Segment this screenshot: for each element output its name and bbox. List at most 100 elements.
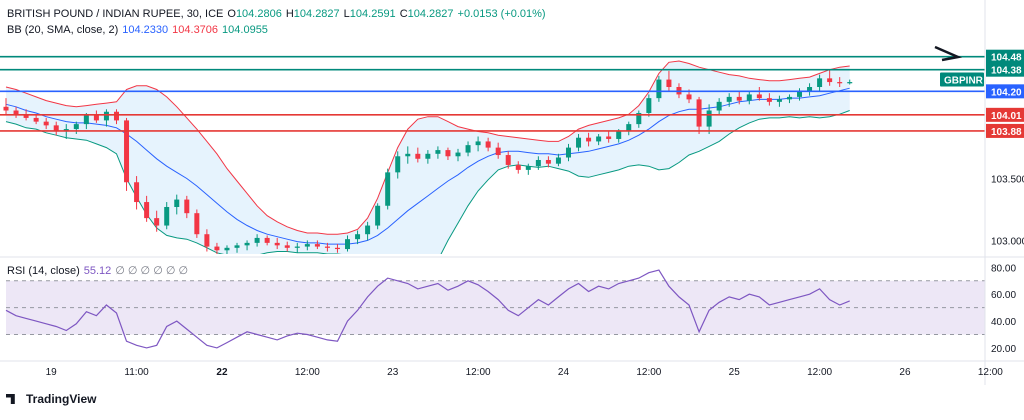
candle [766, 98, 772, 102]
candle [485, 141, 491, 148]
price-label-text: 104.48 [991, 53, 1022, 64]
rsi-y-tick: 20.00 [991, 344, 1016, 355]
symbol-title: BRITISH POUND / INDIAN RUPEE, 30, ICE [7, 8, 224, 20]
candle [666, 79, 672, 88]
y-tick-label: 103.500 [991, 175, 1024, 186]
rsi-header: RSI (14, close) 55.12 ∅ ∅ ∅ ∅ ∅ ∅ [7, 264, 192, 277]
price-header: BRITISH POUND / INDIAN RUPEE, 30, ICE O10… [7, 8, 550, 20]
rsi-line [5, 269, 850, 349]
candle [314, 244, 320, 247]
x-tick-label: 26 [899, 367, 911, 378]
annotation-arrow-icon [934, 45, 963, 62]
candle [345, 239, 351, 250]
candle [555, 157, 561, 164]
candle [827, 78, 833, 83]
price-label-2: 104.20 [986, 84, 1024, 99]
candle [425, 153, 431, 159]
candle [646, 98, 652, 113]
price-label-1: 104.38 [986, 62, 1024, 77]
bb-label: BB (20, SMA, close, 2) [7, 24, 119, 36]
candle [103, 111, 109, 121]
candle [284, 245, 290, 248]
candle [93, 115, 99, 121]
candle [43, 121, 49, 126]
candle [415, 153, 421, 159]
candle [174, 199, 180, 207]
candle [736, 96, 742, 101]
candle [776, 99, 782, 102]
x-tick-label: 19 [46, 367, 58, 378]
low-label: L [343, 8, 350, 20]
candle [746, 94, 752, 101]
candle [385, 172, 391, 206]
candle [465, 145, 471, 153]
x-tick-label: 11:00 [124, 367, 149, 378]
rsi-y-tick: 60.00 [991, 290, 1016, 301]
tradingview-logo[interactable]: TradingView [6, 392, 96, 406]
candle [847, 82, 853, 84]
candle [686, 94, 692, 100]
x-tick-label: 12:00 [466, 367, 491, 378]
candle [576, 137, 582, 148]
candle [3, 106, 9, 111]
candle [535, 159, 541, 167]
price-label-3: 104.01 [986, 107, 1024, 122]
open-value: 104.2806 [235, 8, 282, 20]
price-label-4: 103.88 [986, 123, 1024, 138]
x-tick-label: 12:00 [807, 367, 832, 378]
candle [365, 225, 371, 235]
candle [656, 79, 662, 99]
candle [124, 120, 130, 183]
candle [224, 247, 230, 251]
candle [435, 150, 441, 154]
candle [706, 110, 712, 127]
tradingview-icon [6, 394, 15, 404]
close-label: C [399, 8, 408, 20]
candle [505, 155, 511, 165]
candle [797, 91, 803, 97]
x-tick-label: 24 [558, 367, 570, 378]
price-label-text: 104.20 [991, 87, 1022, 98]
candle [83, 115, 89, 125]
candle [324, 246, 330, 248]
candle [837, 82, 843, 84]
candle [154, 218, 160, 226]
candle [304, 244, 310, 247]
y-tick-label: 103.000 [991, 236, 1024, 247]
candle [23, 114, 29, 118]
candle [355, 234, 361, 240]
branding-text: TradingView [26, 392, 97, 406]
candle [525, 166, 531, 170]
price-label-bg [986, 62, 1024, 77]
candle [807, 87, 813, 92]
rsi-value: 55.12 [83, 265, 112, 277]
rsi-extra: ∅ ∅ ∅ ∅ ∅ ∅ [115, 265, 189, 277]
candle [586, 137, 592, 142]
candle [756, 94, 762, 99]
candle [395, 156, 401, 173]
candle [565, 147, 571, 158]
price-label-text: 103.88 [991, 127, 1022, 138]
candle [33, 117, 39, 122]
candle [254, 237, 260, 243]
bb-basis-value: 104.2330 [122, 24, 169, 36]
candle [244, 242, 250, 246]
x-tick-label: 25 [729, 367, 741, 378]
bb-upper-value: 104.3706 [172, 24, 219, 36]
price-label-bg [986, 123, 1024, 138]
price-label-text: 104.01 [991, 111, 1022, 122]
rsi-y-tick: 80.00 [991, 263, 1016, 274]
candle [375, 205, 381, 226]
candle [144, 202, 150, 219]
candle [596, 136, 602, 142]
high-label: H [285, 8, 294, 20]
candle [164, 206, 170, 226]
bb-header: BB (20, SMA, close, 2) 104.2330 104.3706 10… [7, 24, 272, 36]
candle [214, 246, 220, 251]
candle [726, 96, 732, 102]
candle [545, 159, 551, 164]
candle [113, 111, 119, 121]
candle [264, 237, 270, 243]
